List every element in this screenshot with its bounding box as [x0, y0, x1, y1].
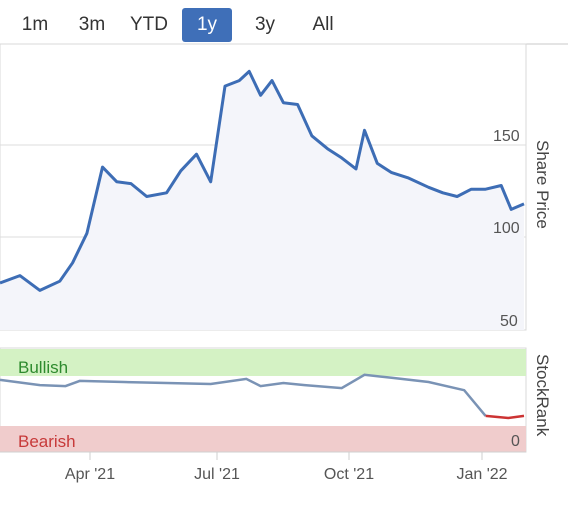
stockrank-line: [0, 373, 487, 417]
range-tab-3y[interactable]: 3y: [254, 14, 276, 35]
stockrank-zero-label: 0: [511, 433, 520, 450]
bullish-band: [0, 349, 526, 376]
x-tick-jul: Jul '21: [194, 466, 240, 483]
y-tick-50: 50: [500, 313, 518, 330]
y-tick-100: 100: [493, 220, 520, 237]
bearish-label: Bearish: [18, 432, 76, 451]
x-tick-apr: Apr '21: [65, 466, 115, 483]
range-tabs: 1m 3m YTD 1y 3y All: [0, 6, 360, 44]
stockrank-line-bearish: [485, 414, 525, 420]
range-tab-ytd[interactable]: YTD: [130, 14, 168, 35]
range-tab-3m[interactable]: 3m: [78, 14, 106, 35]
range-tab-1y[interactable]: 1y: [182, 8, 232, 42]
x-tick-oct: Oct '21: [324, 466, 374, 483]
range-tab-1m[interactable]: 1m: [21, 14, 49, 35]
stockrank-axis-label: StockRank: [533, 354, 552, 437]
share-price-axis-label: Share Price: [533, 140, 552, 229]
bullish-label: Bullish: [18, 358, 68, 377]
y-tick-150: 150: [493, 128, 520, 145]
price-area: [0, 71, 524, 331]
price-line: [0, 69, 525, 292]
bearish-band: [0, 426, 526, 452]
x-tick-jan: Jan '22: [456, 466, 507, 483]
range-tab-all[interactable]: All: [312, 14, 334, 35]
